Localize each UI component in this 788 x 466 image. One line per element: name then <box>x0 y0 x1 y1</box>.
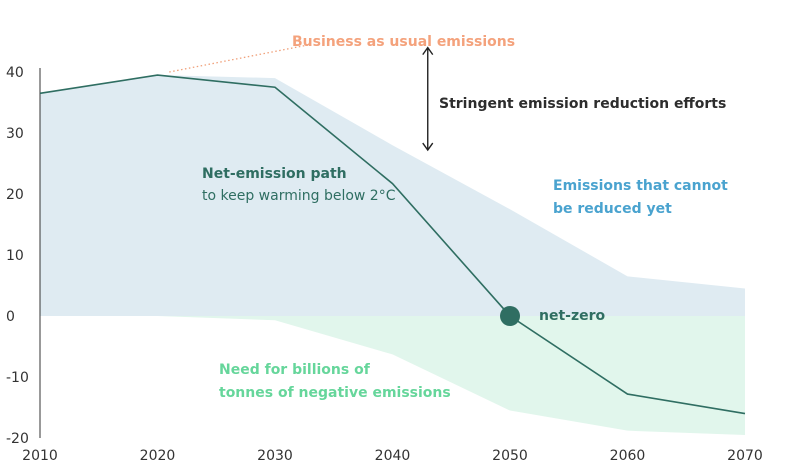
bau-dotted-line <box>169 43 311 73</box>
y-tick-label: -20 <box>6 431 29 447</box>
net-zero-label: net-zero <box>539 308 606 324</box>
arrow-up-head-icon <box>422 46 434 56</box>
stringent-label: Stringent emission reduction efforts <box>439 96 726 112</box>
x-tick-label: 2020 <box>140 448 176 464</box>
x-tick-label: 2010 <box>22 448 58 464</box>
arrow-down-head-icon <box>422 142 434 152</box>
x-tick-label: 2040 <box>375 448 411 464</box>
net-emission-path-line <box>39 74 746 415</box>
bau-label: Business as usual emissions <box>292 34 515 50</box>
net-zero-point <box>500 306 520 326</box>
chart-lines <box>39 43 746 415</box>
y-tick-label: 20 <box>6 187 24 203</box>
y-tick-label: 0 <box>6 309 15 325</box>
y-tick-label: 40 <box>6 65 24 81</box>
chart-areas <box>40 75 745 435</box>
net-path-subtitle: to keep warming below 2°C <box>202 188 396 204</box>
x-tick-label: 2070 <box>727 448 763 464</box>
x-tick-label: 2030 <box>257 448 293 464</box>
negative-emissions-label-line1: Need for billions of <box>219 362 371 378</box>
negative-emissions-area <box>40 316 745 435</box>
y-tick-label: 10 <box>6 248 24 264</box>
cannot-reduce-label-line2: be reduced yet <box>553 201 672 217</box>
net-path-title: Net-emission path <box>202 166 347 182</box>
cannot-reduce-label-line1: Emissions that cannot <box>553 178 728 194</box>
y-tick-label: -10 <box>6 370 29 386</box>
chart-marks <box>422 46 520 326</box>
positive-emissions-area <box>40 75 745 316</box>
negative-emissions-label-line2: tonnes of negative emissions <box>219 385 451 401</box>
x-tick-label: 2050 <box>492 448 528 464</box>
x-tick-label: 2060 <box>610 448 646 464</box>
y-tick-label: 30 <box>6 126 24 142</box>
